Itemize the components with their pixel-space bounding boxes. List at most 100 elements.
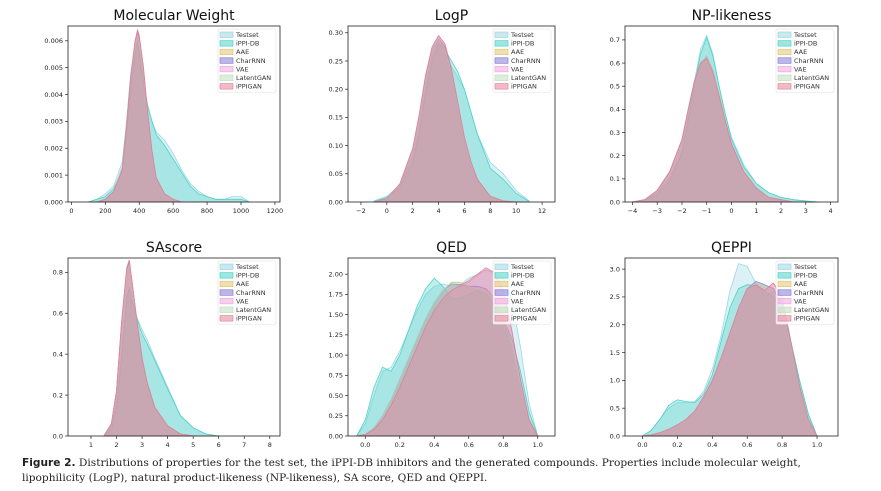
legend-entry: iPPIGAN <box>511 83 537 91</box>
y-tick-label: 0.003 <box>44 118 63 126</box>
y-tick-label: 0.7 <box>610 36 620 44</box>
x-tick-label: 800 <box>201 207 213 215</box>
panel-title: LogP <box>435 8 468 24</box>
y-tick-label: 1.25 <box>329 331 343 339</box>
y-tick-label: 0.002 <box>44 145 63 153</box>
x-tick-label: 4 <box>436 207 440 215</box>
y-tick-label: 0.25 <box>329 412 343 420</box>
legend-entry: Testset <box>793 31 817 39</box>
y-tick-label: 1.00 <box>329 351 343 359</box>
legend-swatch <box>219 263 234 270</box>
x-tick-label: 0.2 <box>395 441 405 449</box>
y-tick-label: 0.5 <box>610 83 620 91</box>
legend-entry: Testset <box>793 263 817 271</box>
legend-entry: iPPIGAN <box>236 83 262 91</box>
x-tick-label: 2 <box>411 207 415 215</box>
panel-5: QED 0.0 0.2 0.4 0.6 0.8 1.0 0.00 0.25 0.50 0.75 1.0… <box>329 240 556 449</box>
x-tick-label: 6 <box>462 207 466 215</box>
legend-entry: iPPIGAN <box>236 315 262 323</box>
legend-entry: VAE <box>794 65 807 73</box>
legend-swatch <box>219 83 234 90</box>
panel-title: QEPPI <box>711 240 752 256</box>
legend-entry: Testset <box>235 31 259 39</box>
x-tick-label: 4 <box>166 441 170 449</box>
legend: TestsetiPPI-DBAAECharRNNVAELatentGANiPPI… <box>217 28 277 93</box>
panel-title: NP-likeness <box>692 8 772 24</box>
panel-title: SAscore <box>146 240 202 256</box>
y-tick-label: 2.5 <box>610 293 620 301</box>
y-tick-label: 0.2 <box>610 152 620 160</box>
y-tick-label: 0.5 <box>610 404 620 412</box>
legend: TestsetiPPI-DBAAECharRNNVAELatentGANiPPI… <box>775 260 835 325</box>
y-tick-label: 0.00 <box>329 432 343 440</box>
legend: TestsetiPPI-DBAAECharRNNVAELatentGANiPPI… <box>217 260 277 325</box>
y-tick-label: 1.50 <box>329 311 343 319</box>
y-tick-label: 0.20 <box>329 85 343 93</box>
legend-entry: LatentGAN <box>236 306 271 314</box>
y-tick-label: 0.3 <box>610 129 620 137</box>
y-tick-label: 2.0 <box>610 321 620 329</box>
series-ippigan <box>356 267 539 437</box>
x-tick-label: 10 <box>512 207 520 215</box>
x-tick-label: 5 <box>191 441 195 449</box>
legend-entry: CharRNN <box>794 289 824 297</box>
y-tick-label: 3.0 <box>610 265 620 273</box>
y-tick-label: 0.000 <box>44 198 63 206</box>
x-tick-label: −2 <box>356 207 366 215</box>
series-ippi-db <box>355 277 539 437</box>
x-tick-label: 0.2 <box>672 441 682 449</box>
y-tick-label: 0.004 <box>44 91 63 99</box>
legend-swatch <box>777 48 792 56</box>
legend-swatch <box>777 280 792 288</box>
caption-text: Distributions of properties for the test… <box>22 457 801 484</box>
legend-swatch <box>777 31 792 38</box>
y-tick-label: 0.1 <box>610 175 620 183</box>
legend-entry: AAE <box>236 48 249 56</box>
legend-swatch <box>494 315 509 322</box>
x-tick-label: 0 <box>69 207 73 215</box>
legend-entry: iPPIGAN <box>794 83 820 91</box>
legend-swatch <box>777 306 792 313</box>
axes-frame <box>67 257 281 437</box>
series-ippi-db <box>102 288 219 437</box>
density-areas <box>641 263 818 437</box>
legend-swatch <box>219 306 234 313</box>
x-tick-label: 8 <box>268 441 272 449</box>
legend-entry: Testset <box>235 263 259 271</box>
legend-entry: iPPIGAN <box>794 315 820 323</box>
x-tick-label: 0.4 <box>707 441 717 449</box>
y-tick-label: 0.50 <box>329 392 343 400</box>
x-tick-label: 0.6 <box>464 441 474 449</box>
legend-swatch <box>494 263 509 270</box>
x-tick-label: −1 <box>702 207 712 215</box>
y-tick-label: 1.75 <box>329 291 343 299</box>
legend-swatch <box>219 280 234 288</box>
panel-title: Molecular Weight <box>113 8 235 24</box>
y-tick-label: 0.4 <box>53 350 63 358</box>
panel-title: QED <box>436 240 467 256</box>
series-ippi-db <box>373 43 530 203</box>
legend-swatch <box>494 83 509 90</box>
y-tick-label: 0.0 <box>53 432 63 440</box>
legend-entry: CharRNN <box>511 57 541 65</box>
legend-swatch <box>219 74 234 81</box>
legend-entry: Testset <box>510 263 534 271</box>
legend-entry: CharRNN <box>236 57 266 65</box>
x-tick-label: 1.0 <box>812 441 822 449</box>
legend: TestsetiPPI-DBAAECharRNNVAELatentGANiPPI… <box>492 260 552 325</box>
y-tick-label: 0.10 <box>329 142 343 150</box>
y-tick-label: 0.005 <box>44 64 63 72</box>
x-tick-label: 200 <box>99 207 111 215</box>
panel-3: NP-likeness −4 −3 −2 −1 0 1 2 3 4 0.0 0.1 0.2 0.3 0.4 0… <box>610 8 839 215</box>
legend-swatch <box>219 298 234 305</box>
y-tick-label: 0.6 <box>53 310 63 318</box>
density-areas <box>355 267 539 437</box>
y-tick-label: 0.2 <box>53 391 63 399</box>
x-tick-label: 0.0 <box>360 441 370 449</box>
y-tick-label: 0.30 <box>329 29 343 37</box>
x-tick-label: 12 <box>538 207 546 215</box>
x-tick-label: −4 <box>628 207 638 215</box>
legend-entry: iPPI-DB <box>794 40 817 48</box>
